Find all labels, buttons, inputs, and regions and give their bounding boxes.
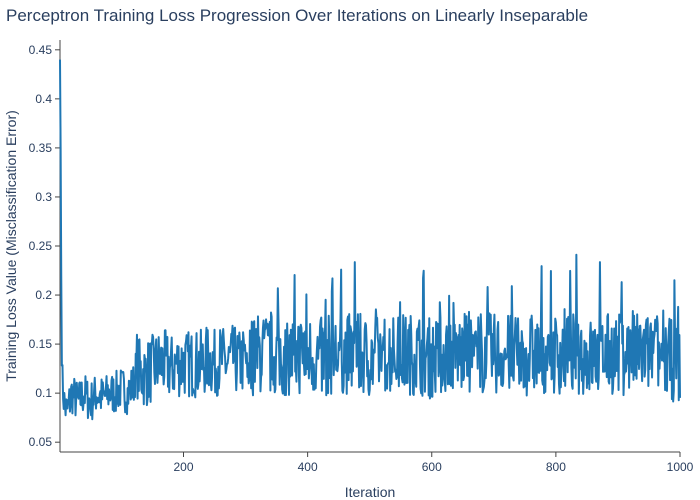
x-axis-title: Iteration [345, 484, 396, 500]
x-tick-label: 600 [422, 460, 442, 474]
series-line [59, 59, 681, 421]
y-axis-ticks: 0.05 0.1 0.15 0.2 0.25 0.3 0.35 0.4 0.45 [29, 43, 60, 449]
y-tick-label: 0.15 [29, 337, 53, 351]
y-tick-label: 0.3 [35, 190, 52, 204]
x-tick-label: 800 [546, 460, 566, 474]
x-axis-ticks: 200 400 600 800 1000 [173, 452, 694, 474]
y-tick-label: 0.05 [29, 435, 53, 449]
y-axis-title: Training Loss Value (Misclassification E… [3, 110, 19, 382]
x-tick-label: 400 [298, 460, 318, 474]
y-tick-label: 0.25 [29, 239, 53, 253]
chart-title: Perceptron Training Loss Progression Ove… [6, 6, 588, 25]
y-tick-label: 0.35 [29, 141, 53, 155]
y-tick-label: 0.2 [35, 288, 52, 302]
y-tick-label: 0.45 [29, 43, 53, 57]
x-tick-label: 200 [173, 460, 193, 474]
y-tick-label: 0.4 [35, 92, 52, 106]
plot-area: 0.05 0.1 0.15 0.2 0.25 0.3 0.35 0.4 0.45 200 400 6… [29, 40, 694, 474]
y-tick-label: 0.1 [35, 386, 52, 400]
x-tick-label: 1000 [667, 460, 694, 474]
